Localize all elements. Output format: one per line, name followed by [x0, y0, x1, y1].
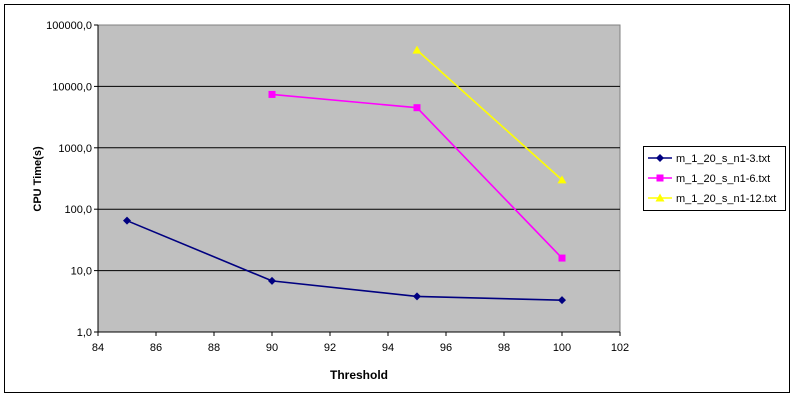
x-axis-title: Threshold	[330, 368, 388, 382]
y-tick-label: 1000,0	[58, 143, 92, 155]
data-point-marker	[413, 104, 421, 112]
x-tick-label: 96	[440, 342, 452, 354]
series-layer	[123, 45, 567, 305]
x-tick-label: 86	[150, 342, 162, 354]
x-tick-label: 94	[382, 342, 394, 354]
legend-swatch-marker	[655, 193, 665, 202]
plot-area	[97, 24, 621, 333]
series-line	[416, 49, 563, 181]
series-3	[412, 45, 567, 184]
x-tick-label: 100	[553, 342, 571, 354]
data-point-marker	[123, 216, 131, 225]
data-point-marker	[412, 45, 422, 54]
data-point-marker	[268, 90, 276, 98]
x-tick-label: 88	[208, 342, 220, 354]
series-2	[268, 90, 566, 262]
x-tick-label: 90	[266, 342, 278, 354]
y-tick-label: 10,0	[71, 266, 92, 278]
axes	[94, 24, 621, 336]
legend-swatch-marker	[656, 154, 664, 162]
y-tick-label: 1,0	[77, 327, 92, 339]
y-axis-title: CPU Time(s)	[32, 146, 44, 212]
y-tick-label: 100,0	[64, 204, 92, 216]
legend-label: m_1_20_s_n1-12.txt	[676, 193, 776, 205]
data-point-marker	[413, 292, 421, 301]
x-tick-label: 92	[324, 342, 336, 354]
legend-entry: m_1_20_s_n1-3.txt	[648, 153, 770, 165]
legend-label: m_1_20_s_n1-6.txt	[676, 173, 770, 185]
x-tick-label: 98	[498, 342, 510, 354]
y-tick-label: 10000,0	[52, 81, 92, 93]
legend-label: m_1_20_s_n1-3.txt	[676, 153, 770, 165]
data-point-marker	[558, 296, 566, 305]
series-line	[126, 219, 563, 301]
legend-entry: m_1_20_s_n1-6.txt	[648, 173, 770, 185]
legend-entry: m_1_20_s_n1-12.txt	[648, 193, 776, 205]
series-1	[123, 216, 566, 305]
tick-labels: 1,0 10,0 100,0 1000,0 10000,0 100000,0 84 86 88 9…	[46, 20, 629, 354]
data-point-marker	[268, 276, 276, 285]
gridlines	[98, 85, 620, 272]
data-point-marker	[557, 175, 567, 184]
x-tick-label: 102	[611, 342, 629, 354]
data-point-marker	[558, 254, 566, 262]
y-tick-label: 100000,0	[46, 20, 92, 32]
legend: m_1_20_s_n1-3.txt m_1_20_s_n1-6.txt m_1_20…	[643, 146, 786, 211]
legend-swatch-marker	[656, 174, 664, 182]
x-tick-label: 84	[92, 342, 104, 354]
